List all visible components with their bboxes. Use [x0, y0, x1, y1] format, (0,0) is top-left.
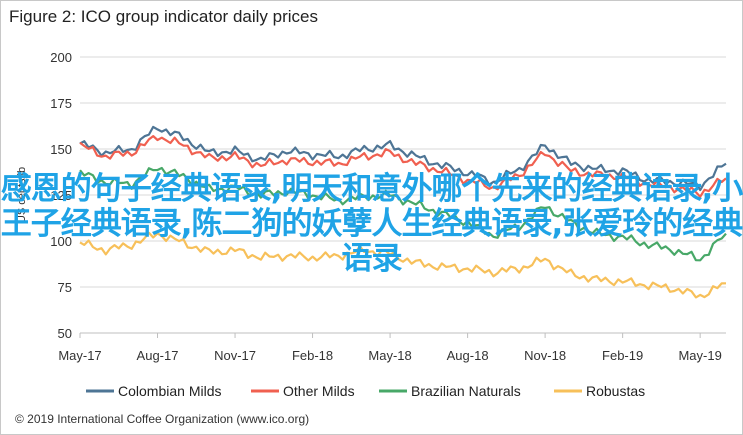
series-line [79, 231, 727, 299]
series-line [79, 135, 727, 198]
legend-entry: Robustas [586, 383, 645, 399]
y-tick-label: 150 [50, 142, 72, 157]
x-tick-label: May-17 [58, 348, 101, 363]
x-tick-label: May-19 [678, 348, 721, 363]
y-tick-label: 75 [58, 280, 72, 295]
chart-title: Figure 2: ICO group indicator daily pric… [9, 7, 318, 26]
legend-entry: Brazilian Naturals [411, 383, 521, 399]
x-tick-label: Aug-17 [137, 348, 179, 363]
y-tick-label: 200 [50, 50, 72, 65]
copyright-footer: © 2019 International Coffee Organization… [15, 412, 310, 426]
x-tick-label: May-18 [368, 348, 411, 363]
y-tick-label: 125 [50, 188, 72, 203]
series-line [79, 125, 727, 192]
series-line [79, 166, 727, 262]
legend-entry: Colombian Milds [118, 383, 221, 399]
x-tick-label: Feb-18 [292, 348, 333, 363]
y-axis-label: US cents/lb [16, 167, 28, 223]
x-tick-label: Aug-18 [447, 348, 489, 363]
x-tick-label: Feb-19 [602, 348, 643, 363]
legend-entry: Other Milds [283, 383, 355, 399]
y-tick-label: 175 [50, 96, 72, 111]
x-tick-label: Nov-18 [524, 348, 566, 363]
line-chart: 50 75 100 125 150 175 200 May-17 Aug-17 Nov-17 Feb… [16, 50, 727, 399]
x-tick-label: Nov-17 [214, 348, 256, 363]
y-tick-label: 100 [50, 234, 72, 249]
y-tick-label: 50 [58, 326, 72, 341]
